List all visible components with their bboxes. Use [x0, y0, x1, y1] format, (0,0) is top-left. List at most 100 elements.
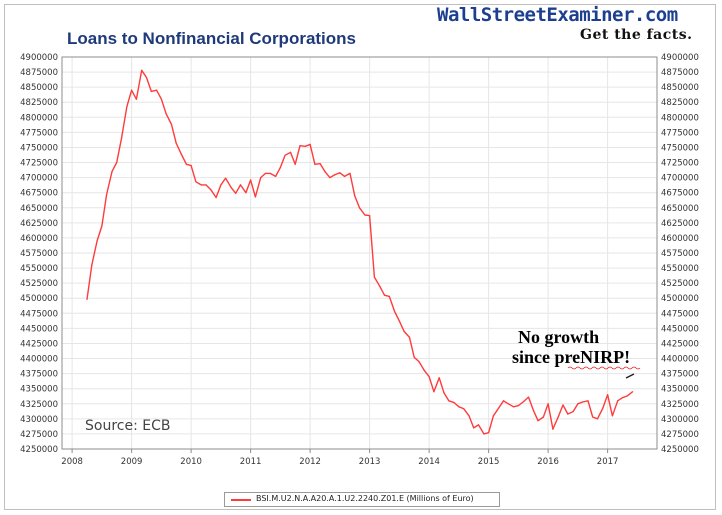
- y-tick-label-right: 4600000: [661, 234, 699, 244]
- data-point: [433, 391, 435, 393]
- y-tick-label-left: 4525000: [20, 279, 58, 289]
- data-point: [205, 184, 207, 186]
- y-tick-label-left: 4850000: [20, 83, 58, 93]
- y-tick-label-right: 4650000: [661, 204, 699, 214]
- y-tick-label-right: 4250000: [661, 445, 699, 455]
- data-point: [319, 163, 321, 165]
- y-tick-label-right: 4825000: [661, 98, 699, 108]
- data-point: [453, 402, 455, 404]
- data-point: [364, 214, 366, 216]
- data-point: [215, 196, 217, 199]
- y-tick-label-left: 4375000: [20, 370, 58, 380]
- data-point: [344, 175, 346, 177]
- y-tick-label-right: 4450000: [661, 324, 699, 334]
- y-tick-label-left: 4325000: [20, 400, 58, 410]
- y-tick-label-left: 4575000: [20, 249, 58, 259]
- series-layer: [86, 69, 634, 435]
- data-point: [299, 145, 301, 147]
- data-point: [269, 172, 271, 174]
- y-tick-label-left: 4725000: [20, 159, 58, 169]
- spellcheck-underline: [567, 366, 641, 370]
- axis-ticks: 4250000 4250000 4275000 4275000 4300000 43000…: [20, 53, 699, 467]
- data-point: [443, 392, 445, 394]
- data-point: [111, 171, 113, 173]
- y-tick-label-left: 4300000: [20, 415, 58, 425]
- data-point: [632, 391, 634, 393]
- data-point: [120, 137, 123, 139]
- data-point: [289, 151, 292, 153]
- series-line: [86, 69, 634, 435]
- data-point: [587, 400, 589, 402]
- data-point: [398, 320, 400, 322]
- data-point: [254, 196, 256, 198]
- data-point: [582, 401, 584, 403]
- data-point: [502, 400, 505, 402]
- annotation-arrow: [625, 373, 635, 379]
- data-point: [260, 177, 262, 179]
- data-point: [483, 433, 485, 435]
- data-point: [96, 240, 98, 242]
- annotation-line-1: No growth: [518, 327, 600, 347]
- data-point: [413, 356, 415, 358]
- data-point: [532, 409, 534, 411]
- data-point: [126, 105, 128, 108]
- y-tick-label-left: 4625000: [20, 219, 58, 229]
- plot-area-border: [61, 56, 658, 450]
- data-point: [200, 184, 202, 186]
- data-point: [279, 166, 281, 168]
- data-point: [220, 184, 222, 186]
- legend: BSI.M.U2.N.A.A20.A.1.U2.2240.Z01.E (Mill…: [224, 492, 500, 507]
- data-point: [165, 113, 167, 115]
- data-point: [195, 181, 197, 183]
- data-point: [488, 432, 490, 434]
- y-tick-label-left: 4675000: [20, 189, 58, 199]
- x-tick-label: 2015: [478, 457, 500, 467]
- data-point: [324, 171, 326, 173]
- y-tick-label-left: 4600000: [20, 234, 58, 244]
- y-tick-label-right: 4525000: [661, 279, 699, 289]
- data-point: [383, 294, 386, 296]
- data-point: [334, 174, 336, 176]
- y-tick-label-right: 4575000: [661, 249, 699, 259]
- data-point: [596, 418, 599, 420]
- y-tick-label-left: 4900000: [20, 53, 58, 63]
- data-point: [552, 428, 554, 430]
- data-point: [498, 407, 500, 409]
- data-point: [135, 98, 137, 100]
- y-tick-label-right: 4750000: [661, 143, 699, 153]
- data-point: [235, 192, 237, 194]
- data-point: [513, 406, 515, 408]
- data-point: [527, 396, 530, 398]
- data-point: [448, 400, 450, 402]
- data-point: [250, 179, 252, 181]
- data-point: [547, 403, 549, 405]
- data-point: [145, 76, 148, 79]
- data-point: [239, 184, 242, 186]
- data-point: [210, 189, 212, 191]
- y-tick-label-right: 4425000: [661, 339, 699, 349]
- y-tick-label-left: 4400000: [20, 355, 58, 365]
- data-point: [477, 424, 480, 426]
- y-tick-label-left: 4475000: [20, 309, 58, 319]
- brand-tagline: Get the facts.: [580, 27, 693, 43]
- x-tick-label: 2008: [61, 457, 83, 467]
- x-tick-label: 2010: [180, 457, 202, 467]
- y-tick-label-right: 4350000: [661, 385, 699, 395]
- y-tick-label-right: 4675000: [661, 189, 699, 199]
- data-point: [562, 404, 564, 406]
- x-tick-label: 2009: [121, 457, 143, 467]
- data-point: [101, 225, 103, 227]
- data-point: [294, 163, 296, 165]
- data-point: [423, 370, 425, 372]
- y-tick-label-left: 4275000: [20, 430, 58, 440]
- legend-swatch: [231, 499, 251, 501]
- data-point: [557, 416, 559, 418]
- data-point: [572, 411, 574, 413]
- data-point: [394, 310, 396, 313]
- data-point: [492, 415, 494, 417]
- data-point: [225, 177, 227, 179]
- data-point: [403, 330, 405, 332]
- y-tick-label-left: 4500000: [20, 294, 58, 304]
- data-point: [611, 415, 614, 417]
